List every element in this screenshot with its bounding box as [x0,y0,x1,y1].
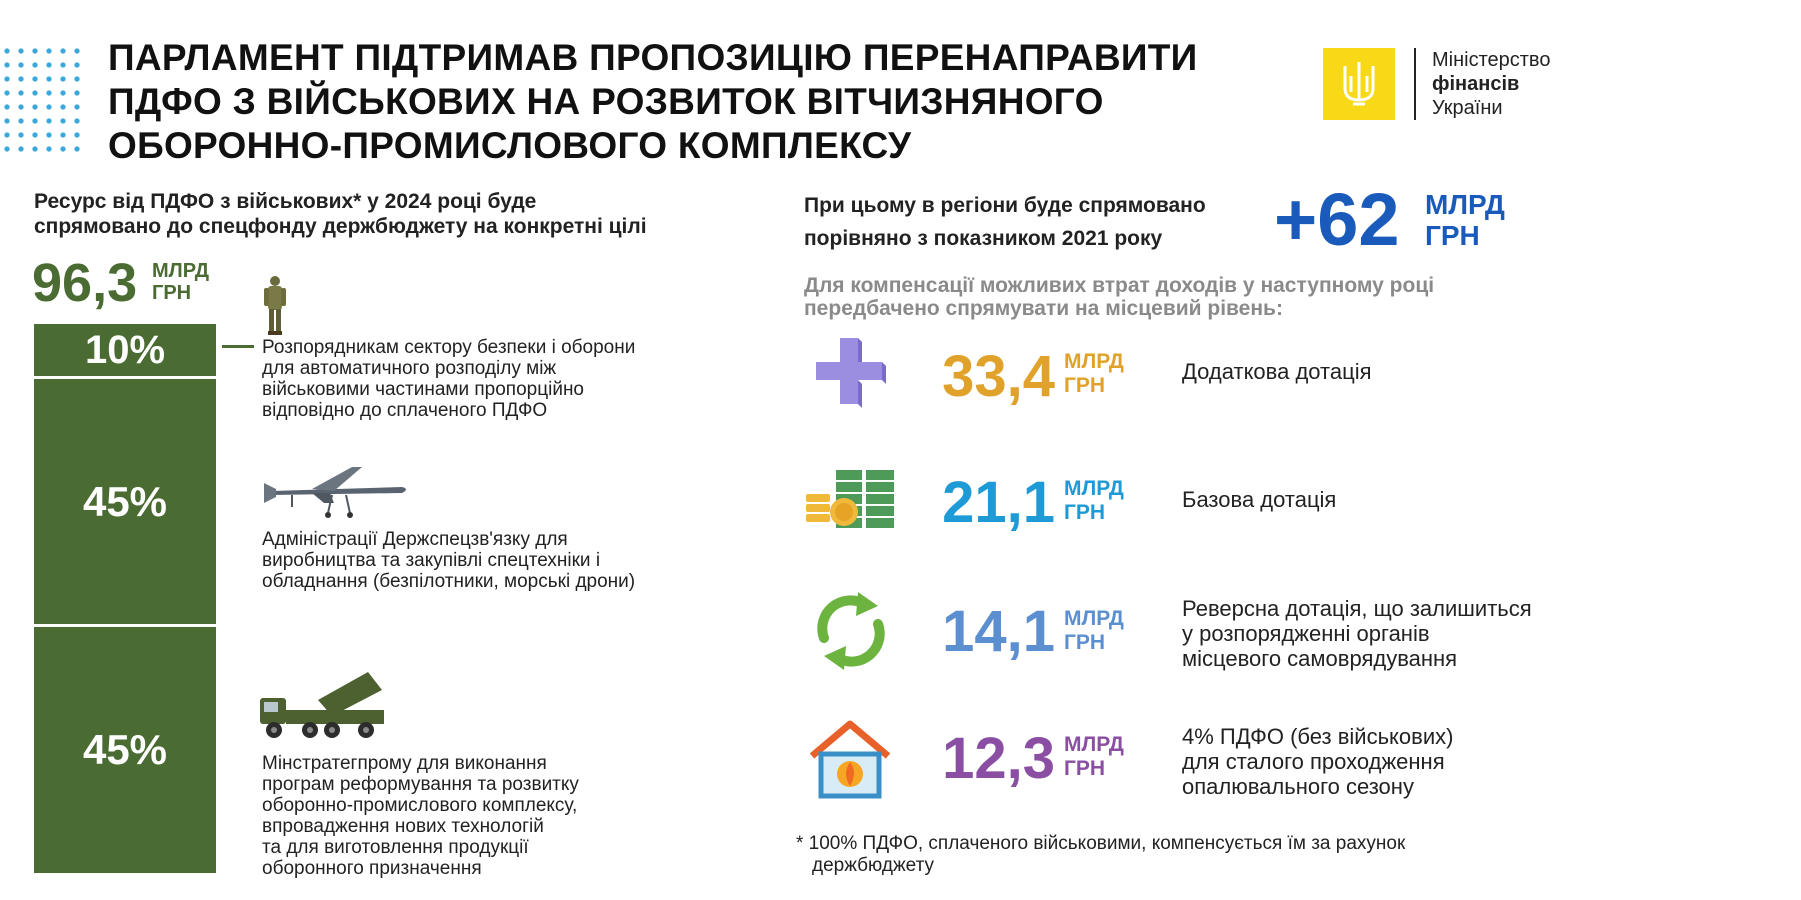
additional-subsidy-value: 33,4 [942,344,1055,409]
money-stack-icon [806,466,898,528]
segment-description: Розпорядникам сектору безпеки і оборони … [262,337,762,421]
item-description-line: для сталого проходження [1182,749,1445,774]
heating-season-unit: МЛРД ГРН [1064,733,1124,781]
regions-heading-line: При цьому в регіони буде спрямовано [804,194,1206,217]
drone-icon [262,463,412,525]
footnote-line: держбюджету [812,855,935,876]
ministry-name-line2: фінансів [1432,73,1520,95]
item-description-line: у розпорядженні органів [1182,621,1430,646]
ministry-name-line3: України [1432,97,1503,119]
description-line: відповідно до сплаченого ПДФО [262,400,548,421]
item-description-line: місцевого самоврядування [1182,646,1458,671]
unit-line2: ГРН [1064,374,1106,397]
total-unit: МЛРД ГРН [152,260,209,304]
base-subsidy-value: 21,1 [942,470,1055,535]
recycle-arrows-icon [808,588,894,674]
regions-heading-line: порівняно з показником 2021 року [804,227,1163,250]
description-line: оборонно-промислового комплексу, [262,795,578,816]
segment-connector [222,345,254,348]
regions-heading: При цьому в регіони буде спрямовано порі… [804,189,1284,255]
item-description-line: опалювального сезону [1182,774,1414,799]
description-line: програм реформування та розвитку [262,774,579,795]
house-heating-icon [808,718,892,800]
regions-unit-line1: МЛРД [1425,189,1505,220]
footnote: * 100% ПДФО, сплаченого військовими, ком… [796,833,1616,877]
compensation-subtitle-line: передбачено спрямувати на місцевий рівен… [804,297,1283,320]
segment-45-percent-drones: 45% [34,379,216,624]
rocket-launcher-truck-icon [258,670,388,746]
item-description-line: Реверсна дотація, що залишиться [1182,596,1532,621]
footnote-line: * 100% ПДФО, сплаченого військовими, ком… [796,833,1406,854]
title-line: ПАРЛАМЕНТ ПІДТРИМАВ ПРОПОЗИЦІЮ ПЕРЕНАПРА… [108,37,1198,78]
segment-description: Мінстратегпрому для виконання програм ре… [262,753,762,879]
item-description-line: 4% ПДФО (без військових) [1182,724,1454,749]
unit-line1: МЛРД [1064,350,1124,373]
logo-divider [1414,48,1416,120]
description-line: впровадження нових технологій [262,816,544,837]
segment-10-percent: 10% [34,324,216,376]
description-line: для автоматичного розподілу між [262,358,557,379]
compensation-subtitle-line: Для компенсації можливих втрат доходів у… [804,274,1435,297]
base-subsidy-unit: МЛРД ГРН [1064,477,1124,525]
unit-line2: ГРН [1064,501,1106,524]
regions-unit-line2: ГРН [1425,220,1480,251]
item-description-line: Базова дотація [1182,487,1337,512]
reverse-subsidy-value: 14,1 [942,599,1055,664]
reverse-subsidy-label: Реверсна дотація, що залишиться у розпор… [1182,596,1602,671]
left-subtitle: Ресурс від ПДФО з військових* у 2024 роц… [34,189,774,239]
ministry-name-line1: Міністерство [1432,49,1551,71]
description-line: військовими частинами пропорційно [262,379,584,400]
additional-subsidy-label: Додаткова дотація [1182,359,1602,384]
description-line: Адміністрації Держспецзв'язку для [262,529,568,550]
description-line: обладнання (безпілотники, морські дрони) [262,571,636,592]
unit-line1: МЛРД [1064,733,1124,756]
trident-logo-icon [1323,48,1395,120]
heating-season-value: 12,3 [942,726,1055,791]
ministry-name: Міністерство фінансів України [1432,48,1550,120]
decorative-dots [0,44,80,160]
description-line: виробництва та закупівлі спецтехніки і [262,550,601,571]
left-subtitle-line: спрямовано до спецфонду держбюджету на к… [34,215,647,238]
total-value: 96,3 [32,253,138,313]
segment-45-percent-industry: 45% [34,627,216,873]
unit-line2: ГРН [1064,757,1106,780]
page-title: ПАРЛАМЕНТ ПІДТРИМАВ ПРОПОЗИЦІЮ ПЕРЕНАПРА… [108,36,1258,168]
heating-season-label: 4% ПДФО (без військових) для сталого про… [1182,724,1602,799]
compensation-subtitle: Для компенсації можливих втрат доходів у… [804,274,1594,320]
soldier-icon [262,274,288,336]
regions-increase-value: +62 [1274,178,1400,261]
reverse-subsidy-unit: МЛРД ГРН [1064,607,1124,655]
plus-icon [812,334,886,408]
description-line: та для виготовлення продукції [262,837,529,858]
unit-line1: МЛРД [1064,477,1124,500]
title-line: ОБОРОННО-ПРОМИСЛОВОГО КОМПЛЕКСУ [108,125,912,166]
unit-line1: МЛРД [1064,607,1124,630]
unit-line2: ГРН [1064,631,1106,654]
segment-description: Адміністрації Держспецзв'язку для виробн… [262,529,762,592]
total-unit-line1: МЛРД [152,260,210,282]
base-subsidy-label: Базова дотація [1182,487,1602,512]
item-description-line: Додаткова дотація [1182,359,1372,384]
title-line: ПДФО З ВІЙСЬКОВИХ НА РОЗВИТОК ВІТЧИЗНЯНО… [108,81,1104,122]
regions-increase-unit: МЛРД ГРН [1425,189,1505,251]
left-subtitle-line: Ресурс від ПДФО з військових* у 2024 роц… [34,190,537,213]
description-line: Мінстратегпрому для виконання [262,753,547,774]
description-line: Розпорядникам сектору безпеки і оборони [262,337,636,358]
total-unit-line2: ГРН [152,282,192,304]
description-line: оборонного призначення [262,858,482,879]
additional-subsidy-unit: МЛРД ГРН [1064,350,1124,398]
